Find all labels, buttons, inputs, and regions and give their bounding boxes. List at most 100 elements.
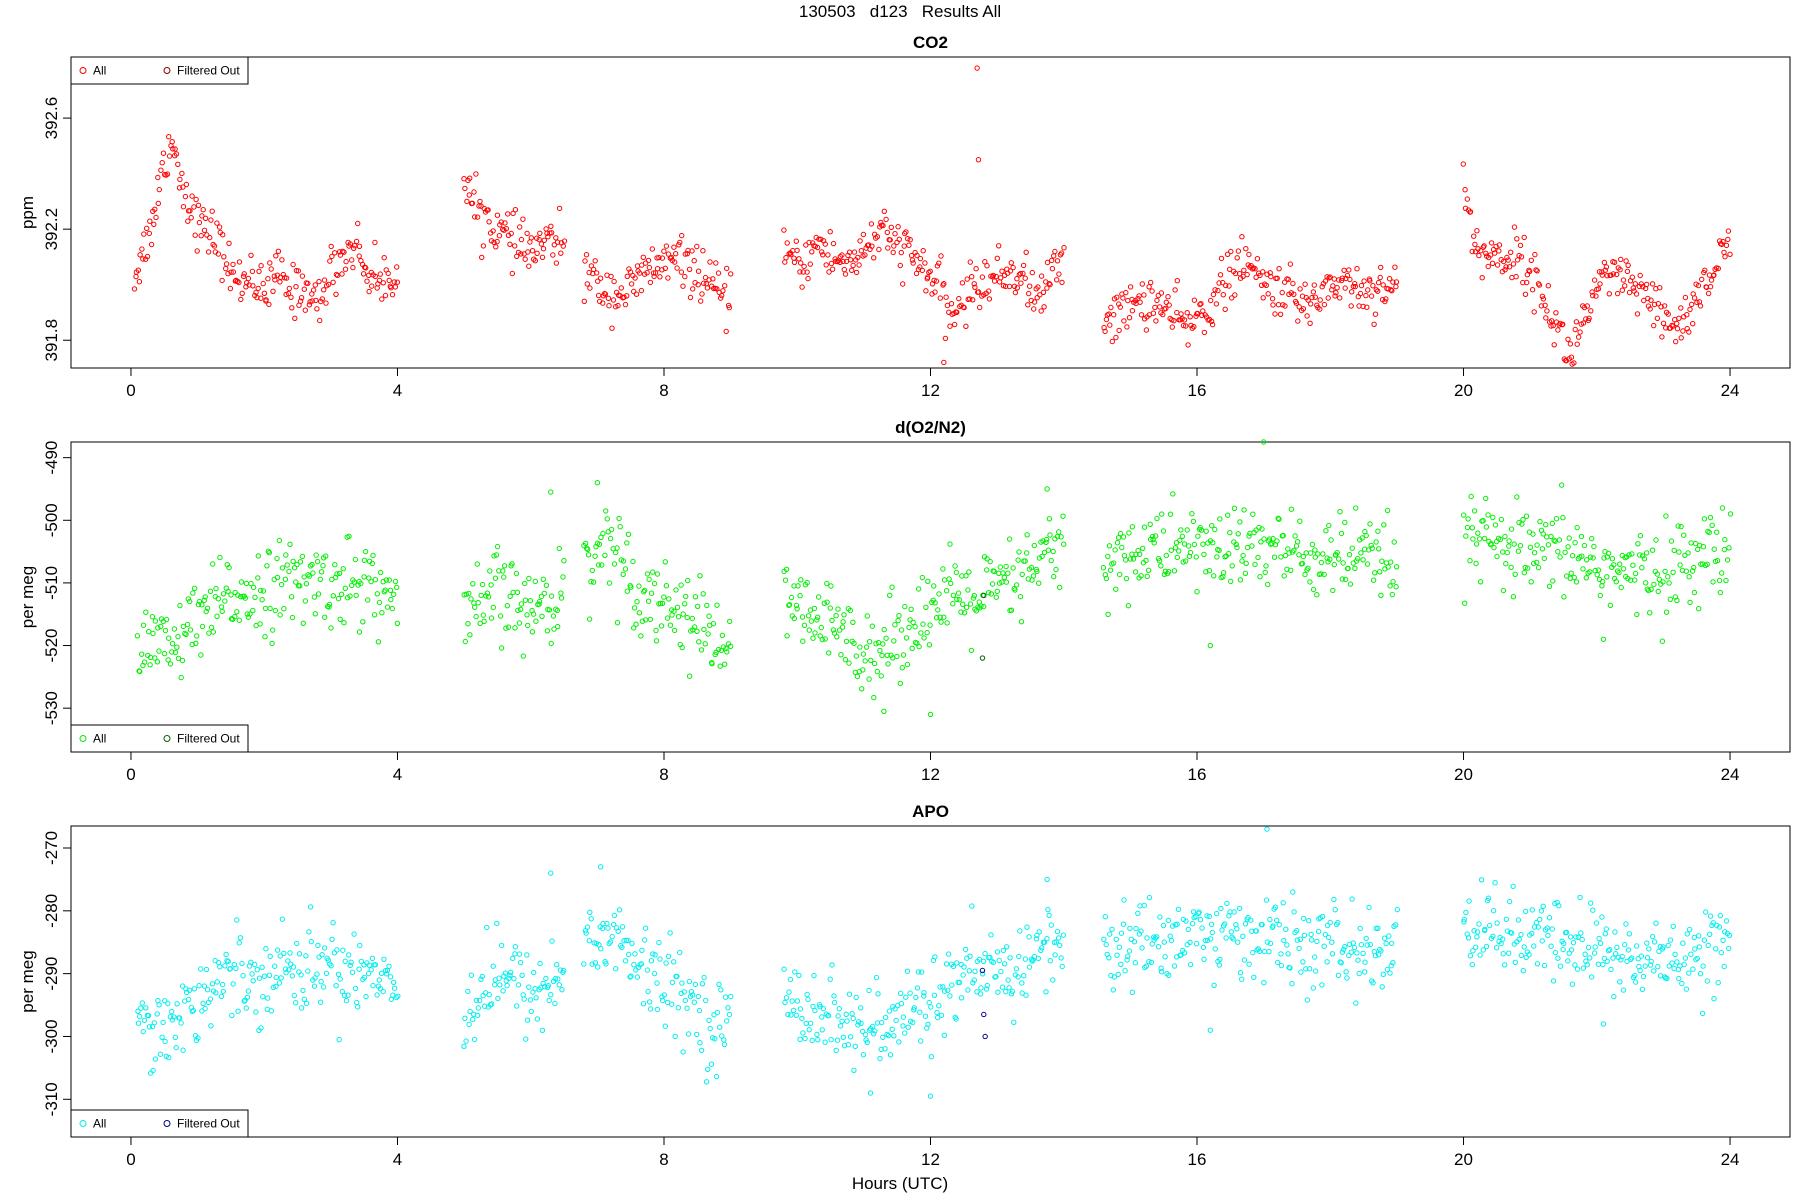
data-point xyxy=(871,660,878,667)
data-point xyxy=(1511,224,1518,230)
x-tick-label: 12 xyxy=(921,765,940,784)
data-point xyxy=(283,275,290,281)
data-point xyxy=(1379,558,1385,564)
data-point xyxy=(228,269,234,275)
data-point xyxy=(967,601,974,607)
data-point xyxy=(977,991,984,997)
data-point xyxy=(468,596,474,602)
data-point xyxy=(1168,937,1175,944)
data-point xyxy=(814,617,820,623)
data-point xyxy=(653,627,659,634)
data-point xyxy=(162,627,169,634)
data-point xyxy=(1604,273,1610,279)
data-point xyxy=(1316,916,1322,922)
data-point xyxy=(881,626,887,633)
data-point xyxy=(180,204,187,210)
data-point xyxy=(495,995,501,1002)
data-point xyxy=(487,568,493,574)
data-point xyxy=(250,607,256,614)
data-point xyxy=(555,976,561,982)
data-point xyxy=(220,988,227,995)
data-point xyxy=(698,1047,705,1054)
data-point xyxy=(1288,567,1294,573)
data-point xyxy=(550,252,556,258)
data-point xyxy=(1658,304,1664,310)
data-point xyxy=(1632,570,1639,577)
data-point xyxy=(915,969,922,975)
data-point xyxy=(1535,564,1542,571)
data-point xyxy=(1662,568,1668,575)
data-point xyxy=(533,995,539,1001)
data-point xyxy=(1590,555,1596,561)
data-point xyxy=(1670,923,1676,929)
data-point xyxy=(1632,577,1638,583)
data-point xyxy=(143,609,149,615)
data-point xyxy=(1329,951,1336,957)
data-point xyxy=(682,601,688,607)
data-point xyxy=(609,325,615,331)
data-point xyxy=(952,321,958,328)
data-point xyxy=(691,258,697,264)
data-point xyxy=(1007,268,1014,274)
data-point xyxy=(581,961,587,967)
data-point xyxy=(1701,516,1708,522)
data-point xyxy=(695,603,701,609)
data-point xyxy=(1527,268,1533,275)
data-point xyxy=(1014,285,1020,291)
data-point xyxy=(298,295,305,301)
data-point xyxy=(1323,528,1329,534)
data-point xyxy=(143,1005,149,1011)
data-point xyxy=(1143,327,1150,333)
data-point xyxy=(261,290,268,296)
data-point xyxy=(1054,928,1061,935)
data-point xyxy=(267,605,273,612)
data-point xyxy=(1503,264,1509,270)
data-point xyxy=(1375,288,1381,294)
data-point xyxy=(156,186,163,193)
data-point xyxy=(694,628,700,634)
data-point xyxy=(1659,334,1665,340)
data-point xyxy=(1220,292,1227,298)
data-point xyxy=(1209,523,1215,529)
data-point xyxy=(376,599,383,606)
data-point xyxy=(714,602,720,608)
data-point xyxy=(236,940,242,946)
data-point xyxy=(1565,336,1571,342)
data-point xyxy=(1116,944,1123,950)
data-point xyxy=(297,583,303,589)
data-point xyxy=(1721,546,1728,553)
data-point xyxy=(466,1021,472,1028)
data-point xyxy=(500,988,506,994)
data-point xyxy=(1578,533,1585,540)
data-point xyxy=(1101,936,1107,942)
data-point xyxy=(351,931,357,937)
data-point xyxy=(941,577,948,583)
data-point xyxy=(1530,531,1536,537)
data-point xyxy=(626,951,632,958)
data-point xyxy=(1047,958,1054,964)
data-point xyxy=(279,257,285,263)
data-point xyxy=(1129,524,1136,530)
data-point xyxy=(1600,961,1606,968)
data-point xyxy=(903,635,910,641)
data-point xyxy=(1474,934,1480,940)
data-point xyxy=(1026,964,1033,970)
data-point xyxy=(989,581,996,587)
data-point xyxy=(1602,267,1609,273)
data-point xyxy=(1191,541,1198,548)
data-point xyxy=(1319,982,1325,988)
data-point xyxy=(1678,305,1684,311)
data-point xyxy=(999,268,1005,274)
data-point xyxy=(1597,940,1604,946)
data-point xyxy=(635,964,642,971)
data-point xyxy=(654,980,660,986)
data-point xyxy=(820,1005,827,1012)
data-point xyxy=(513,570,520,577)
data-point xyxy=(1185,926,1192,933)
data-point xyxy=(715,646,722,653)
data-point xyxy=(642,925,649,931)
data-point xyxy=(1388,940,1395,947)
data-point xyxy=(1627,956,1634,962)
data-point xyxy=(1531,309,1537,315)
data-point xyxy=(884,229,890,236)
